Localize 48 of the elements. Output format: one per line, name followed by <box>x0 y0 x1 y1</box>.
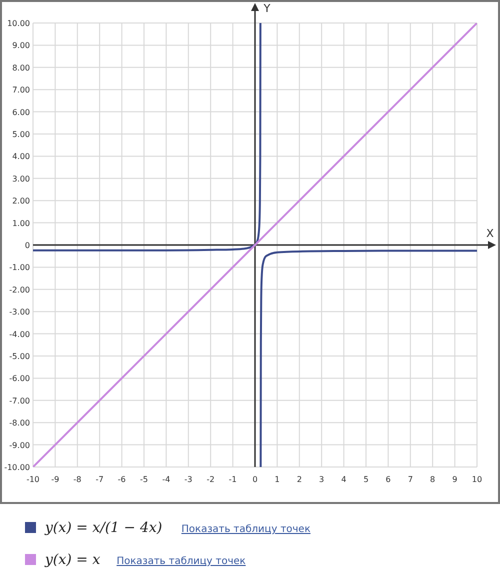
y-tick-label: 1.00 <box>12 218 30 228</box>
y-tick-label: -1.00 <box>9 263 30 272</box>
y-tick-label: -10.00 <box>4 463 30 472</box>
x-tick-label: -9 <box>51 475 60 484</box>
x-tick-label: 9 <box>452 475 458 484</box>
y-tick-label: 6.00 <box>12 108 30 117</box>
y-tick-label: -9.00 <box>9 440 30 450</box>
x-tick-label: 4 <box>341 475 346 484</box>
y-tick-label: 2.00 <box>12 196 30 206</box>
y-tick-label: 4.00 <box>12 152 30 162</box>
y-axis-title: Y <box>262 2 271 15</box>
x-axis-title: X <box>486 227 494 240</box>
y-tick-label: -8.00 <box>9 418 30 428</box>
text: Показать таблицу точек <box>181 524 311 535</box>
y-tick-label: 3.00 <box>12 174 30 184</box>
legend-label: y(x) = x <box>44 552 100 568</box>
y-tick-label: -2.00 <box>9 285 30 294</box>
y-tick-label: 9.00 <box>12 41 30 50</box>
y-tick-label: -4.00 <box>9 330 30 339</box>
x-tick-label: -10 <box>26 475 40 484</box>
x-tick-label: -6 <box>118 475 126 484</box>
y-tick-label: -3.00 <box>9 308 30 317</box>
x-tick-label: -1 <box>228 475 237 484</box>
x-tick-label: -4 <box>162 475 170 484</box>
x-tick-label: 0 <box>252 475 258 484</box>
text: Показать таблицу точек <box>116 556 246 567</box>
x-tick-label: -2 <box>206 475 215 484</box>
y-tick-label: 8.00 <box>12 63 30 72</box>
legend-label: y(x) = x/(1 − 4x) <box>44 520 162 536</box>
x-tick-label: 7 <box>408 475 413 484</box>
x-tick-label: -8 <box>73 475 82 484</box>
x-tick-label: -5 <box>140 475 148 484</box>
x-tick-label: 1 <box>274 475 280 484</box>
y-tick-label: -6.00 <box>9 374 30 384</box>
x-tick-label: 8 <box>430 475 436 484</box>
y-tick-label: -7.00 <box>9 396 30 406</box>
y-tick-label: -5.00 <box>9 352 30 361</box>
x-tick-label: 6 <box>386 475 391 484</box>
y-tick-label: 10.00 <box>7 19 30 28</box>
x-tick-label: 10 <box>472 475 482 484</box>
x-tick-label: 3 <box>319 475 324 484</box>
x-tick-label: -3 <box>184 475 192 484</box>
y-tick-label: 0 <box>24 241 30 250</box>
x-tick-label: 5 <box>363 475 369 484</box>
y-tick-label: 7.00 <box>12 86 30 95</box>
x-tick-label: 2 <box>296 475 302 484</box>
x-tick-label: -7 <box>96 475 104 484</box>
y-tick-label: 5.00 <box>12 130 30 139</box>
